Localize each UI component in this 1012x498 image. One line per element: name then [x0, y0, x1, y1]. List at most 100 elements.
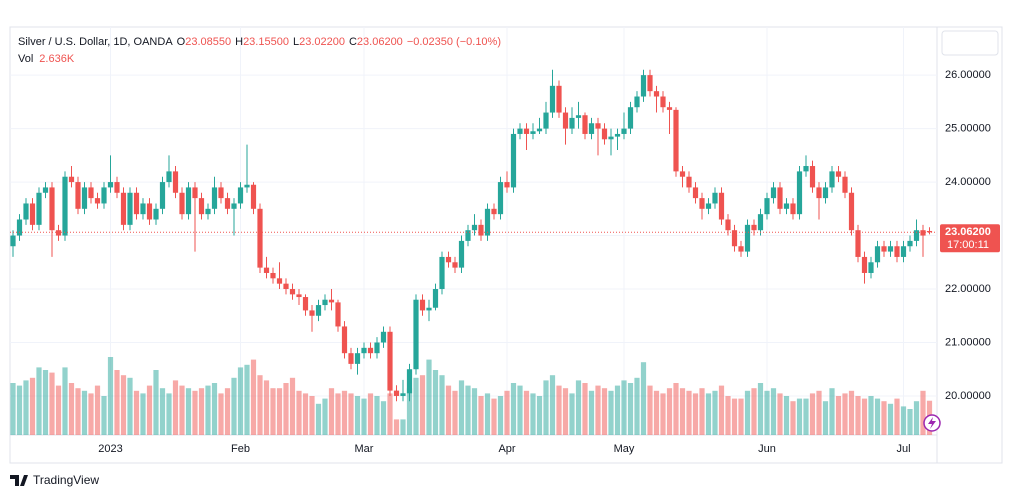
candle-body: [471, 224, 478, 231]
candle-body: [543, 112, 549, 129]
candle-body: [413, 299, 419, 370]
candle-body: [777, 187, 783, 209]
candle-body: [699, 198, 705, 209]
volume-bar: [133, 390, 140, 435]
volume-bar: [23, 380, 29, 435]
ohlc-key: O: [177, 36, 186, 48]
candle-body: [341, 326, 348, 354]
volume-bar: [328, 388, 335, 435]
volume-bar: [783, 396, 790, 435]
volume-bar: [673, 383, 679, 435]
candle-body: [328, 299, 335, 303]
candle-body: [133, 192, 140, 215]
candle-body: [75, 182, 81, 209]
candle-body: [140, 203, 146, 215]
candle-body: [146, 203, 153, 220]
volume-bar: [868, 396, 874, 435]
candle-body: [94, 198, 101, 204]
candle-body: [374, 342, 380, 354]
candle-body: [640, 75, 647, 97]
volume-bar: [790, 401, 796, 435]
candle-body: [842, 176, 848, 193]
candle-body: [647, 75, 653, 92]
candle-body: [380, 331, 387, 343]
candle-body: [783, 203, 790, 209]
volume-bar: [575, 380, 582, 435]
volume-bar: [367, 393, 374, 435]
volume-bar: [354, 396, 361, 435]
candle-body: [757, 214, 764, 231]
ohlc-value: 23.15500: [243, 36, 289, 48]
candle-body: [10, 235, 16, 247]
y-tick-label: 21.00000: [945, 336, 991, 348]
candle-body: [88, 187, 94, 199]
candle-body: [49, 187, 55, 231]
candle-body: [491, 208, 497, 215]
volume-bar: [101, 396, 107, 435]
volume-bar: [692, 393, 699, 435]
volume-bar: [751, 388, 757, 435]
candle-body: [582, 115, 588, 134]
candle-body: [120, 192, 127, 225]
candle-body: [283, 283, 289, 290]
volume-key: Vol: [18, 53, 33, 65]
volume-bar: [666, 388, 673, 435]
candle-body: [276, 278, 283, 284]
settings-box[interactable]: [941, 30, 999, 56]
candle-body: [465, 230, 471, 241]
volume-bar: [686, 390, 692, 435]
brand-name[interactable]: TradingView: [33, 473, 99, 487]
candle-body: [419, 299, 426, 311]
brand-logo[interactable]: [10, 475, 28, 486]
volume-bar: [621, 380, 627, 435]
volume-bar: [601, 388, 608, 435]
volume-bar: [257, 375, 263, 435]
countdown-label: 17:00:11: [947, 239, 989, 251]
volume-bar: [835, 396, 842, 435]
volume-bar: [920, 390, 926, 435]
volume-bar: [276, 388, 283, 435]
volume-bar: [842, 393, 848, 435]
volume-bar: [465, 385, 471, 435]
candle-body: [900, 246, 907, 257]
symbol-legend: Silver / U.S. Dollar, 1D, OANDA O23.08550…: [18, 36, 501, 48]
candle-body: [666, 107, 673, 110]
candle-body: [406, 369, 413, 394]
candle-body: [81, 187, 88, 209]
volume-bar: [166, 393, 172, 435]
candle-layer: [10, 69, 933, 402]
candle-body: [816, 187, 822, 199]
candle-body: [601, 128, 608, 140]
candle-body: [257, 208, 263, 268]
candle-body: [270, 272, 276, 279]
candle-body: [790, 203, 796, 215]
volume-bar: [49, 372, 55, 435]
grid: [10, 27, 937, 435]
symbol-title: Silver / U.S. Dollar, 1D, OANDA: [18, 36, 173, 48]
candle-body: [244, 184, 250, 188]
candle-body: [660, 96, 666, 108]
volume-bar: [127, 377, 133, 435]
candle-body: [68, 176, 75, 183]
volume-bar: [705, 393, 712, 435]
volume-bar: [640, 362, 647, 435]
last-price-label: 23.06200: [945, 226, 991, 238]
candle-body: [114, 182, 120, 193]
volume-bar: [426, 359, 432, 435]
volume-bar: [315, 403, 322, 435]
volume-bar: [140, 393, 146, 435]
candle-body: [803, 166, 809, 172]
volume-bar: [88, 393, 94, 435]
volume-bar: [179, 385, 185, 435]
volume-bar: [484, 393, 491, 435]
volume-bar: [244, 364, 250, 435]
candle-body: [439, 256, 445, 290]
volume-bar: [647, 385, 653, 435]
volume-bar: [439, 375, 445, 435]
y-tick-label: 22.00000: [945, 283, 991, 295]
volume-bar: [809, 393, 816, 435]
volume-bar: [387, 393, 393, 435]
volume-bar: [848, 390, 855, 435]
volume-bar: [237, 367, 244, 435]
candle-body: [861, 256, 868, 273]
